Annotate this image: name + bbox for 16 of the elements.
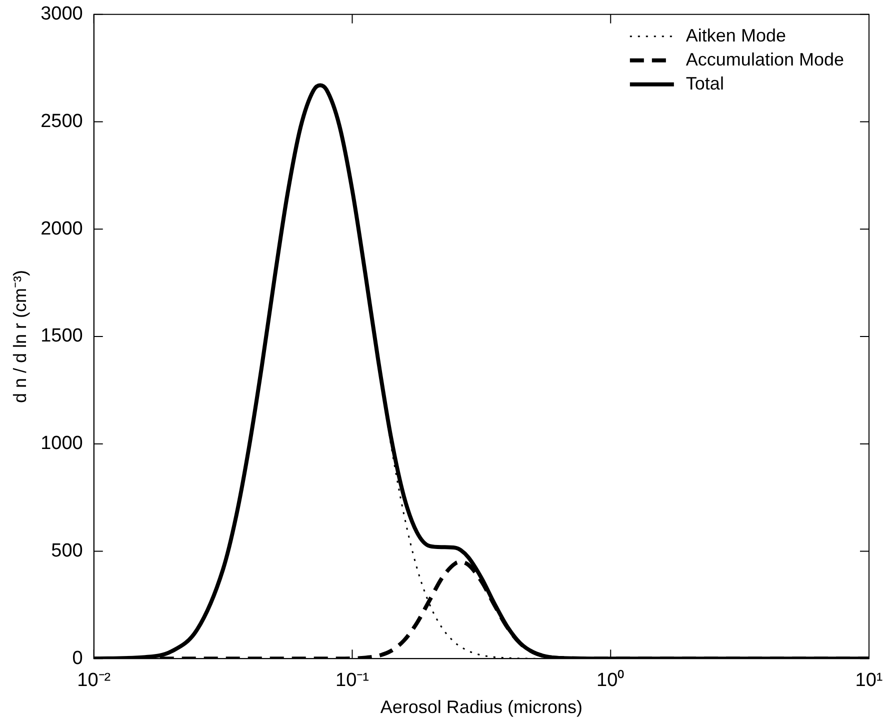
legend-label: Total — [686, 73, 724, 94]
legend-label: Accumulation Mode — [686, 49, 844, 70]
y-tick-label: 3000 — [40, 4, 83, 25]
y-tick-label: 1500 — [40, 326, 83, 347]
x-tick-label: 10⁻² — [77, 670, 111, 692]
y-axis-title: d n / d ln r (cm⁻³) — [10, 270, 30, 404]
x-axis-title: Aerosol Radius (microns) — [380, 697, 582, 718]
y-tick-label: 2500 — [40, 111, 83, 132]
x-tick-label: 10¹ — [855, 670, 883, 692]
y-tick-label: 500 — [51, 540, 83, 562]
x-tick-label: 10⁰ — [596, 669, 625, 692]
x-tick-label: 10⁻¹ — [336, 670, 369, 692]
y-tick-label: 2000 — [40, 218, 83, 240]
y-tick-label: 0 — [72, 648, 83, 669]
legend-label: Aitken Mode — [686, 25, 786, 46]
y-tick-label: 1000 — [40, 433, 83, 454]
